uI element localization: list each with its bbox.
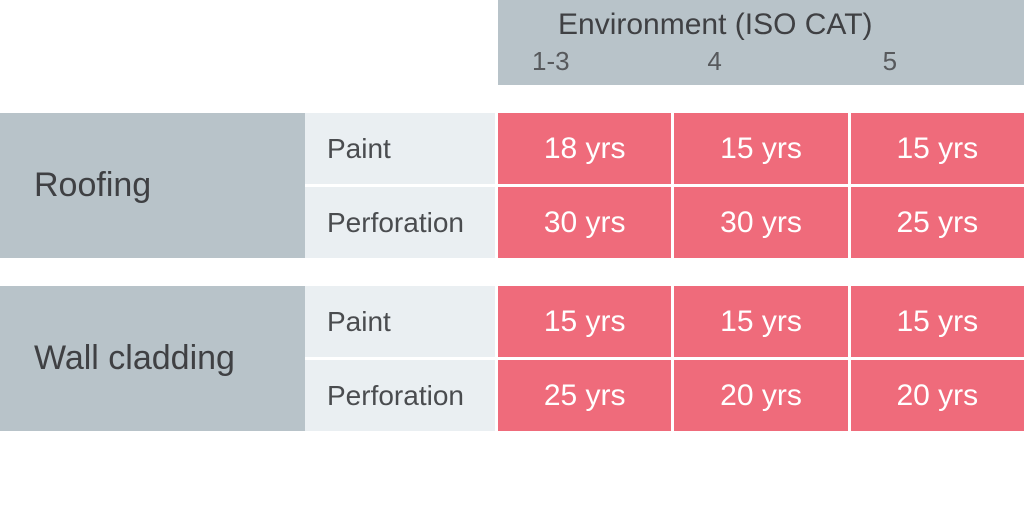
header-spacer-category (0, 0, 305, 85)
sub-roofing-perforation: Perforation (305, 187, 495, 258)
header-col-1: 1-3 (498, 46, 673, 77)
row-wall-paint: Paint 15 yrs 15 yrs 15 yrs (305, 286, 1024, 357)
group-roofing: Roofing Paint 18 yrs 15 yrs 15 yrs Perfo… (0, 113, 1024, 258)
row-wall-perforation: Perforation 25 yrs 20 yrs 20 yrs (305, 360, 1024, 431)
val-wall-perf-3: 20 yrs (851, 360, 1024, 431)
header-block: Environment (ISO CAT) 1-3 4 5 (498, 0, 1024, 85)
val-wall-perf-1: 25 yrs (498, 360, 671, 431)
val-wall-perf-2: 20 yrs (674, 360, 847, 431)
val-roofing-paint-1: 18 yrs (498, 113, 671, 184)
row-roofing-paint: Paint 18 yrs 15 yrs 15 yrs (305, 113, 1024, 184)
val-wall-paint-3: 15 yrs (851, 286, 1024, 357)
val-wall-paint-1: 15 yrs (498, 286, 671, 357)
sub-roofing-paint: Paint (305, 113, 495, 184)
group-wall-cladding: Wall cladding Paint 15 yrs 15 yrs 15 yrs… (0, 286, 1024, 431)
val-roofing-paint-2: 15 yrs (674, 113, 847, 184)
sub-wall-perforation: Perforation (305, 360, 495, 431)
header-col-3: 5 (849, 46, 1024, 77)
header-column-labels: 1-3 4 5 (498, 42, 1024, 77)
sub-wall-paint: Paint (305, 286, 495, 357)
row-roofing-perforation: Perforation 30 yrs 30 yrs 25 yrs (305, 187, 1024, 258)
val-wall-paint-2: 15 yrs (674, 286, 847, 357)
val-roofing-perf-3: 25 yrs (851, 187, 1024, 258)
header-row: Environment (ISO CAT) 1-3 4 5 (0, 0, 1024, 85)
val-roofing-perf-2: 30 yrs (674, 187, 847, 258)
header-col-2: 4 (673, 46, 848, 77)
val-roofing-perf-1: 30 yrs (498, 187, 671, 258)
val-roofing-paint-3: 15 yrs (851, 113, 1024, 184)
header-title: Environment (ISO CAT) (498, 8, 1024, 42)
header-spacer-sub (305, 0, 495, 85)
category-wall-cladding: Wall cladding (0, 286, 305, 431)
category-roofing: Roofing (0, 113, 305, 258)
warranty-table: Environment (ISO CAT) 1-3 4 5 Roofing Pa… (0, 0, 1024, 431)
